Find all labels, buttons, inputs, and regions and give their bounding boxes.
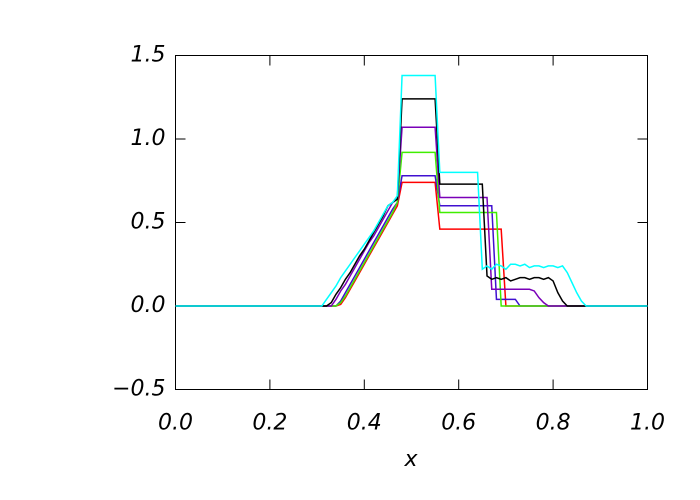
x-tick-label: 0.6 [441,411,476,436]
data-line [175,74,648,307]
plot-frame [175,55,648,390]
data-line [175,126,648,307]
x-tick-label: 1.0 [630,411,665,436]
data-line [175,181,648,307]
x-tick-label: 0.2 [252,411,287,436]
x-axis-label: x [403,447,418,472]
x-tick-label: 0.8 [536,411,571,436]
y-tick-label: 0.5 [131,210,166,235]
y-tick-label: −0.5 [112,377,165,402]
y-tick-label: 0.0 [131,293,166,318]
x-tick-label: 0.4 [347,411,382,436]
x-tick-label: 0.0 [158,411,193,436]
data-line [175,174,648,307]
y-tick-label: 1.0 [131,126,166,151]
data-line [175,98,648,307]
y-tick-label: 1.5 [131,43,166,68]
